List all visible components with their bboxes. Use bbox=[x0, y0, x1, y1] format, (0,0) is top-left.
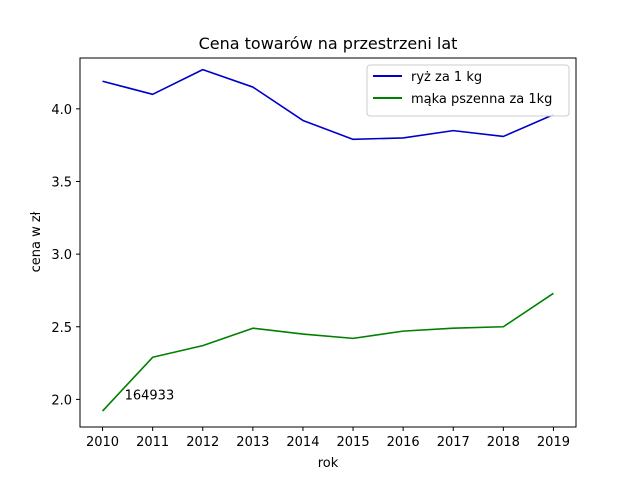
x-tick-label: 2014 bbox=[286, 435, 319, 450]
series-group bbox=[101, 68, 554, 412]
y-tick-label: 2.5 bbox=[51, 321, 72, 336]
annotations: 164933 bbox=[125, 388, 175, 403]
x-tick-label: 2017 bbox=[437, 435, 470, 450]
legend: ryż za 1 kg mąka pszenna za 1kg bbox=[366, 64, 570, 117]
x-tick-label: 2010 bbox=[86, 435, 119, 450]
x-tick-label: 2012 bbox=[186, 435, 219, 450]
legend-label-rice: ryż za 1 kg bbox=[411, 70, 482, 85]
y-tick-label: 4.0 bbox=[51, 103, 72, 118]
x-tick-label: 2019 bbox=[537, 435, 570, 450]
legend-label-flour: mąka pszenna za 1kg bbox=[411, 92, 552, 107]
y-tick-label: 2.0 bbox=[51, 393, 72, 408]
x-tick-label: 2016 bbox=[387, 435, 420, 450]
y-axis: 2.0 2.5 3.0 3.5 4.0 bbox=[51, 103, 80, 408]
y-tick-label: 3.5 bbox=[51, 175, 72, 190]
x-tick-label: 2011 bbox=[136, 435, 169, 450]
y-axis-label: cena w zł bbox=[29, 211, 44, 272]
x-axis-label: rok bbox=[318, 456, 339, 471]
series-line-0 bbox=[102, 68, 554, 141]
x-tick-label: 2018 bbox=[487, 435, 520, 450]
series-line-1 bbox=[101, 292, 554, 412]
chart-title: Cena towarów na przestrzeni lat bbox=[199, 34, 458, 53]
x-axis: 2010 2011 2012 2013 2014 2015 2016 2017 2018 2019 bbox=[86, 427, 570, 450]
annotation-text: 164933 bbox=[125, 388, 175, 403]
x-tick-label: 2015 bbox=[337, 435, 370, 450]
x-tick-label: 2013 bbox=[236, 435, 269, 450]
y-tick-label: 3.0 bbox=[51, 248, 72, 263]
legend-box bbox=[366, 64, 570, 117]
plot-area bbox=[79, 57, 577, 428]
plot-frame bbox=[79, 57, 577, 428]
